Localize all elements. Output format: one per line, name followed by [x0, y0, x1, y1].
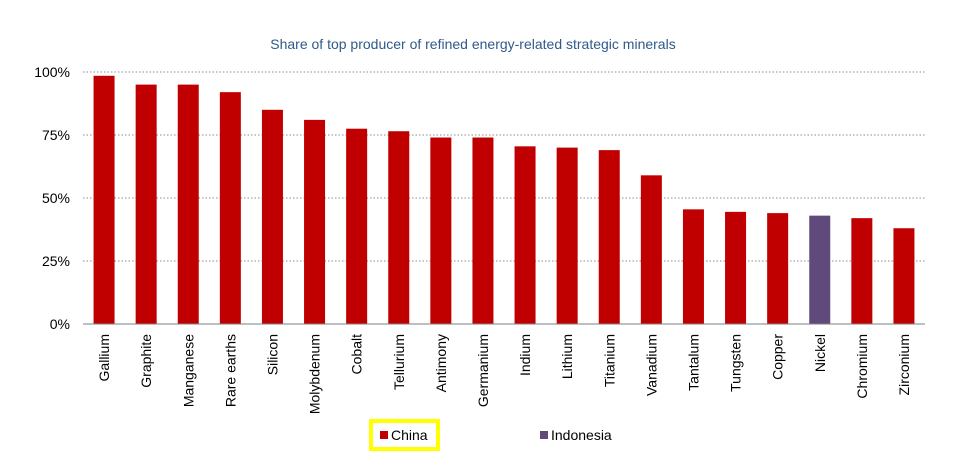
x-tick-label: Germanium: [475, 334, 491, 407]
bar-antimony: [430, 137, 452, 324]
legend-swatch-china: [380, 431, 388, 439]
y-tick-label: 25%: [42, 253, 70, 269]
x-tick-label: Rare earths: [222, 334, 238, 407]
y-tick-label: 75%: [42, 127, 70, 143]
gridlines: [83, 71, 925, 262]
x-tick-label: Tantalum: [685, 334, 701, 391]
bar-chromium: [851, 218, 873, 324]
bar-silicon: [261, 109, 283, 324]
x-tick-label: Indium: [517, 334, 533, 376]
legend-swatch-indonesia: [540, 431, 548, 439]
bar-manganese: [177, 84, 199, 324]
y-tick-label: 100%: [34, 64, 70, 80]
x-axis-ticks: Gallium Graphite Manganese Rare earths Silic…: [96, 334, 912, 414]
x-tick-label: Tungsten: [728, 334, 744, 392]
bar-tungsten: [725, 211, 747, 324]
bar-zirconium: [893, 228, 915, 324]
bar-copper: [767, 213, 789, 324]
x-tick-label: Zirconium: [896, 334, 912, 395]
bar-graphite: [135, 84, 157, 324]
bar-molybdenum: [304, 119, 326, 324]
x-tick-label: Chromium: [854, 334, 870, 399]
y-tick-label: 0%: [50, 316, 70, 332]
x-tick-label: Nickel: [812, 334, 828, 372]
legend-highlight-box: [369, 419, 440, 451]
x-tick-label: Molybdenum: [307, 334, 323, 414]
y-axis-ticks: 0% 25% 50% 75% 100%: [34, 64, 70, 332]
bar-gallium: [93, 75, 115, 324]
bar-rare-earths: [219, 92, 241, 324]
x-tick-label: Silicon: [264, 334, 280, 375]
x-tick-label: Copper: [770, 334, 786, 380]
bar-titanium: [598, 150, 620, 324]
bars: [93, 75, 915, 324]
x-tick-label: Antimony: [433, 334, 449, 392]
chart-title: Share of top producer of refined energy-…: [270, 36, 675, 52]
bar-nickel: [809, 215, 831, 324]
legend: China Indonesia: [369, 419, 612, 451]
bar-vanadium: [640, 175, 662, 324]
x-tick-label: Gallium: [96, 334, 112, 381]
x-tick-label: Manganese: [180, 334, 196, 407]
legend-label-china: China: [391, 427, 428, 443]
x-tick-label: Tellurium: [391, 334, 407, 390]
x-tick-label: Lithium: [559, 334, 575, 379]
y-tick-label: 50%: [42, 190, 70, 206]
legend-label-indonesia: Indonesia: [551, 427, 612, 443]
bar-tellurium: [388, 131, 410, 324]
x-tick-label: Cobalt: [349, 334, 365, 375]
x-tick-label: Vanadium: [643, 334, 659, 396]
x-tick-label: Titanium: [601, 334, 617, 387]
x-tick-label: Graphite: [138, 334, 154, 388]
bar-cobalt: [346, 128, 368, 324]
bar-germanium: [472, 137, 494, 324]
bar-lithium: [556, 147, 578, 324]
bar-tantalum: [682, 209, 704, 324]
bar-indium: [514, 146, 536, 324]
